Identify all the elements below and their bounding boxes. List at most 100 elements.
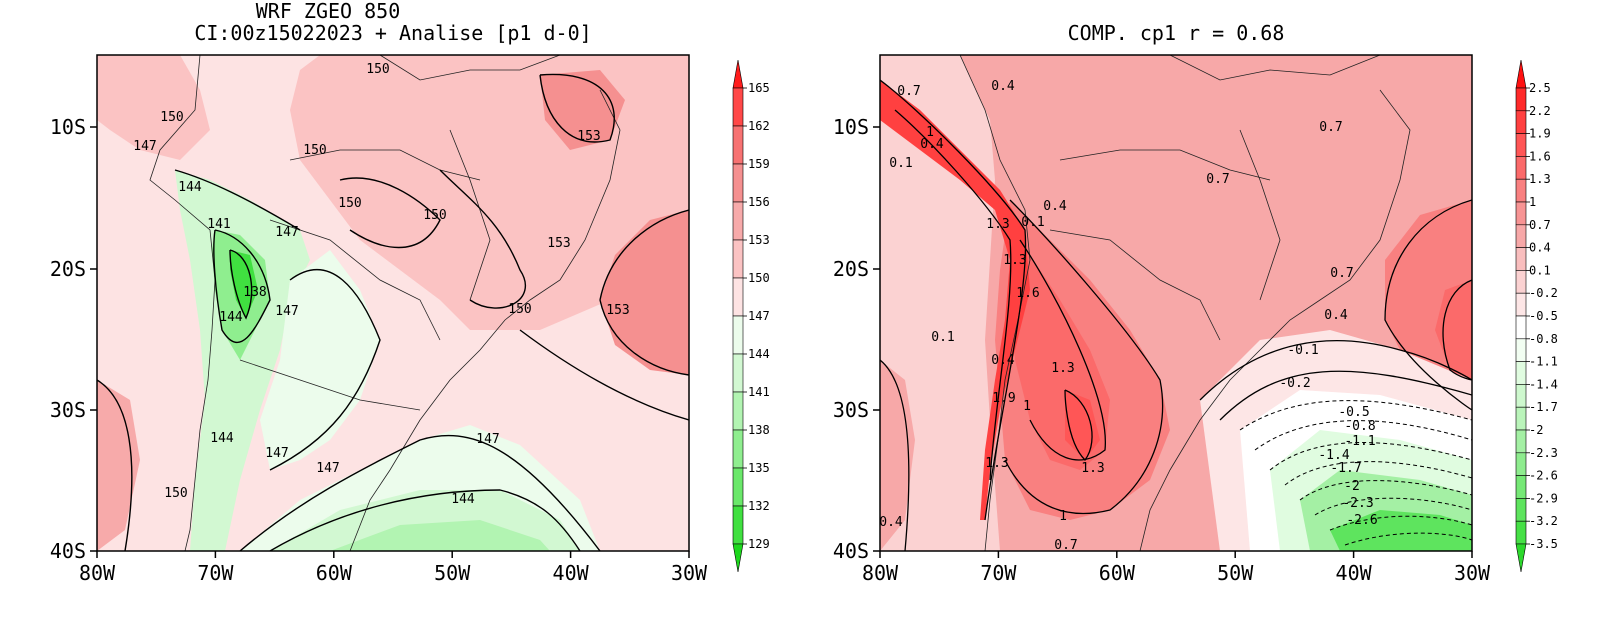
colorbar-segment [732,391,744,431]
colorbar-segment [1515,156,1527,180]
colorbar-segment [732,201,744,241]
left-label: 150 [160,110,183,125]
colorbar-label: 147 [748,309,770,323]
colorbar-arrow-bottom [732,543,744,573]
colorbar-label: 135 [748,461,770,475]
left-x-tick: 30W [671,561,708,585]
colorbar-segment [1515,133,1527,157]
colorbar-label: 153 [748,233,770,247]
left-label: 147 [316,461,339,476]
left-y-tick: 20S [50,257,86,281]
colorbar-segment [1515,224,1527,248]
colorbar-label: -1.7 [1529,400,1558,414]
right-label: 1 [1023,399,1031,414]
colorbar-segment [1515,452,1527,476]
colorbar-label: 2.5 [1529,81,1551,95]
colorbar-segment [1515,429,1527,454]
left-map-field: 150 150 150 150 150 147 147 144 141 138 … [97,55,689,551]
left-label: 150 [164,486,187,501]
colorbar-label: 1.9 [1529,127,1551,141]
left-title-line1: WRF ZGEO 850 [256,0,401,23]
colorbar-segment [732,429,744,469]
right-label: 0.1 [931,330,954,345]
colorbar-label: 156 [748,195,770,209]
left-map: WRF ZGEO 850 CI:00z15022023 + Analise [p… [50,0,770,585]
colorbar-segment [732,163,744,203]
left-x-tick: 40W [553,561,590,585]
left-label: 141 [207,217,230,232]
right-label: 1 [926,125,934,140]
left-y-tick: 40S [50,539,86,563]
colorbar-segment [732,353,744,393]
colorbar-label: -1.1 [1529,355,1558,369]
left-colorbar: 165 162 159 156 153 150 147 144 141 138 135 132 129 [732,59,770,573]
right-label: 1.3 [1051,361,1074,376]
colorbar-label: -3.2 [1529,514,1558,528]
left-label: 144 [219,310,243,325]
right-label: 1.3 [1081,461,1104,476]
colorbar-label: 129 [748,537,770,551]
colorbar-label: 141 [748,385,770,399]
left-label: 147 [275,225,298,240]
left-x-tick: 50W [434,561,471,585]
right-label: 0.7 [1319,120,1342,135]
colorbar-segment [1515,361,1527,385]
right-label: 0.7 [1330,266,1353,281]
right-x-tick: 70W [980,561,1017,585]
right-title: COMP. cp1 r = 0.68 [1068,21,1285,45]
right-label: 0.7 [1054,538,1077,553]
right-map: COMP. cp1 r = 0.68 [833,21,1558,585]
left-label: 147 [133,139,156,154]
left-x-tick: 60W [316,561,353,585]
colorbar-label: -3.5 [1529,537,1558,551]
left-label: 153 [577,129,600,144]
colorbar-label: 162 [748,119,770,133]
colorbar-segment [1515,292,1527,317]
colorbar-segment [1515,315,1527,340]
colorbar-segment [732,277,744,317]
right-label: 0.7 [897,84,920,99]
right-label: -0.8 [1344,419,1375,434]
colorbar-arrow-top [732,59,744,89]
right-label: 0.4 [879,515,903,530]
colorbar-label: 1 [1529,195,1536,209]
colorbar-segment [732,505,744,545]
right-colorbar: 2.5 2.2 1.9 1.6 1.3 1 0.7 0.4 0.1 -0.2 -0.5 -0.8 -1.… [1515,59,1558,573]
colorbar-segment [1515,201,1527,226]
left-y-tick: 30S [50,398,86,422]
colorbar-segment [1515,110,1527,134]
colorbar-segment [732,87,744,127]
right-x-tick: 80W [862,561,899,585]
left-x-tick: 80W [79,561,116,585]
left-label: 147 [275,304,298,319]
left-label: 150 [366,62,389,77]
colorbar-arrow-bottom [1515,543,1527,573]
colorbar-label: -2.3 [1529,446,1558,460]
right-label: 1.3 [985,456,1008,471]
right-x-tick: 30W [1454,561,1491,585]
colorbar-segment [1515,475,1527,499]
right-label: -0.5 [1338,405,1369,420]
right-label: 0.7 [1206,172,1229,187]
colorbar-segment [732,467,744,507]
colorbar-segment [1515,498,1527,522]
colorbar-label: 132 [748,499,770,513]
right-label: -2 [1344,479,1360,494]
right-label: 0.4 [1324,308,1348,323]
right-label: 0.4 [1043,199,1067,214]
colorbar-label: -2.9 [1529,491,1558,505]
right-label: 0.4 [920,137,944,152]
colorbar-label: 1.3 [1529,172,1551,186]
colorbar-segment [732,125,744,165]
colorbar-segment [1515,247,1527,271]
colorbar-label: 150 [748,271,770,285]
right-y-tick: 30S [833,398,869,422]
right-y-tick: 10S [833,115,869,139]
colorbar-label: -0.2 [1529,286,1558,300]
colorbar-segment [1515,520,1527,545]
right-map-field: 0.7 0.4 1 0.4 0.1 1.3 0.1 0.4 1.3 1.6 0.… [879,55,1472,553]
right-label: 0.4 [991,79,1015,94]
left-x-tick: 70W [197,561,234,585]
colorbar-segment [732,239,744,279]
